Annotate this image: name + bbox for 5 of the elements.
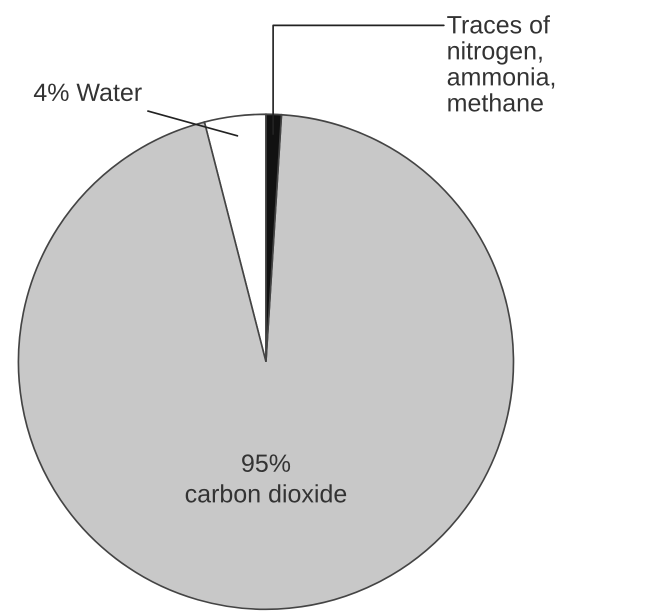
slice-label: 4% Water: [34, 84, 142, 102]
data-label: 95%: [242, 454, 290, 472]
pie-slice: [18, 114, 514, 610]
slice-label: carbon dioxide: [186, 484, 346, 503]
slice-label: Traces of nitrogen, ammonia, methane: [447, 15, 554, 112]
